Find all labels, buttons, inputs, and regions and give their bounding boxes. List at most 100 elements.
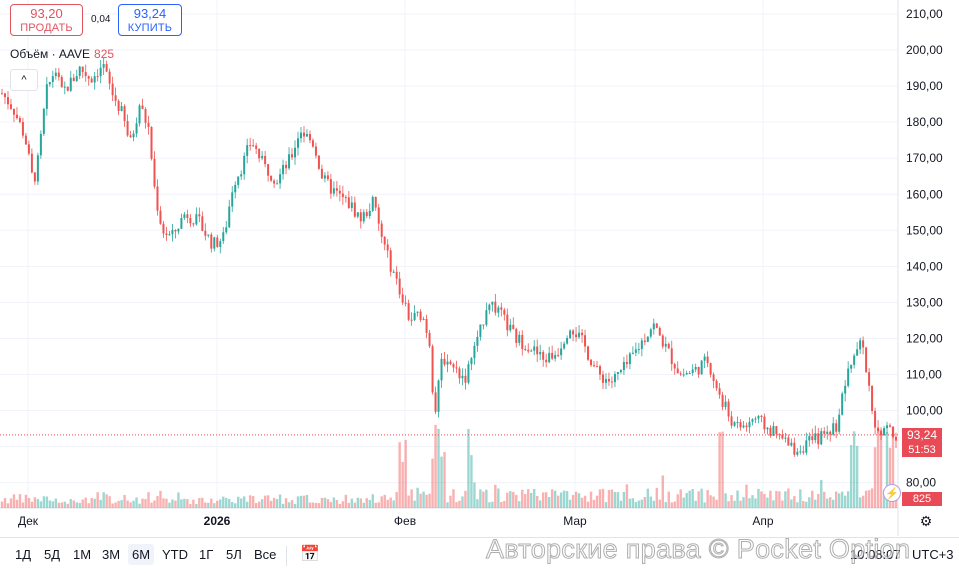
range-1d[interactable]: 1Д	[15, 547, 32, 562]
candle-body	[628, 353, 631, 365]
volume-bar	[96, 492, 99, 508]
candle-body	[694, 366, 697, 370]
timezone[interactable]: UTC+3	[912, 547, 954, 562]
volume-bar	[488, 502, 491, 508]
collapse-legend-button[interactable]: ^	[10, 69, 38, 91]
volume-bar	[431, 458, 434, 508]
candle-body	[75, 76, 78, 81]
volume-bar	[308, 502, 312, 508]
y-tick-label: 110,00	[906, 368, 942, 382]
candle-body	[814, 433, 817, 441]
candle-body	[183, 214, 186, 218]
sell-button[interactable]: 93,20 ПРОДАТЬ	[10, 4, 83, 36]
volume-bar	[769, 490, 772, 508]
range-5y[interactable]: 5Л	[226, 547, 242, 562]
chevron-up-icon: ^	[21, 74, 27, 86]
range-ytd[interactable]: YTD	[162, 547, 188, 562]
candle-body	[69, 77, 72, 91]
volume-bar	[550, 489, 554, 508]
lightning-icon[interactable]: ⚡	[883, 484, 901, 502]
volume-bar	[530, 492, 533, 508]
volume-bar	[715, 499, 718, 508]
candle-body	[21, 122, 24, 136]
gear-icon[interactable]: ⚙	[919, 513, 933, 529]
candle-body	[880, 431, 883, 436]
candle-body	[380, 223, 383, 237]
volume-bar	[207, 502, 210, 508]
candle-body	[231, 192, 234, 207]
volume-bar	[269, 500, 273, 508]
volume-bar	[733, 500, 736, 508]
volume-bar	[9, 498, 13, 508]
volume-bar	[362, 502, 365, 508]
range-5d[interactable]: 5Д	[44, 547, 61, 562]
candle-body	[733, 422, 736, 426]
volume-bar	[571, 495, 575, 508]
candle-body	[461, 375, 464, 379]
volume-bar	[138, 503, 141, 508]
range-3m[interactable]: 3М	[102, 547, 121, 562]
candle-body	[347, 197, 350, 208]
volume-bar	[452, 489, 455, 508]
candle-body	[530, 350, 533, 352]
candle-body	[766, 427, 769, 430]
candle-body	[518, 334, 521, 343]
volume-bar	[126, 500, 129, 508]
candle-body	[63, 86, 66, 88]
volume-bar	[524, 494, 527, 508]
candle-body	[383, 236, 386, 245]
price-chart[interactable]: 210,00 200,00 190,00 180,00 170,00 160,00 150,…	[0, 0, 959, 536]
volume-bar	[135, 497, 138, 508]
candle-body	[267, 164, 270, 176]
calendar-icon[interactable]: 📅	[300, 546, 320, 563]
candle-body	[18, 118, 21, 123]
candlestick-chart[interactable]: 210,00 200,00 190,00 180,00 170,00 160,00 150,…	[0, 0, 959, 536]
volume-bar	[688, 490, 691, 508]
volume-bar	[353, 502, 357, 508]
range-all[interactable]: Все	[254, 547, 277, 562]
volume-bar	[503, 500, 506, 508]
candle-body	[527, 349, 530, 352]
candle-body	[198, 214, 201, 217]
candle-body	[398, 278, 401, 295]
candle-body	[506, 314, 509, 331]
volume-bar	[254, 503, 258, 508]
candle-body	[790, 442, 793, 446]
volume-bar	[320, 497, 324, 508]
candle-body	[584, 335, 587, 347]
range-1m[interactable]: 1М	[73, 547, 92, 562]
candle-body	[180, 217, 183, 229]
volume-bar	[66, 503, 69, 508]
candle-body	[60, 76, 63, 88]
volume-bar	[527, 489, 530, 508]
volume-bar	[380, 496, 383, 508]
y-tick-label: 170,00	[906, 151, 943, 165]
volume-bar	[861, 495, 865, 508]
volume-bar	[876, 428, 880, 508]
volume-bar	[727, 501, 730, 508]
volume-bar	[589, 491, 593, 508]
candle-body	[276, 183, 279, 185]
volume-bar	[631, 498, 635, 508]
volume-bar	[837, 493, 841, 508]
volume-bar	[730, 495, 733, 508]
volume-bar	[335, 500, 339, 508]
volume-bar	[736, 490, 739, 508]
range-6m[interactable]: 6М	[128, 544, 155, 565]
candle-body	[539, 352, 542, 355]
candle-body	[264, 155, 267, 165]
candle-body	[138, 105, 141, 124]
volume-bar	[75, 502, 78, 508]
candle-body	[877, 427, 880, 432]
candle-body	[874, 411, 877, 428]
volume-bar	[156, 496, 159, 508]
x-tick-label: Мар	[563, 514, 587, 528]
candle-body	[566, 338, 569, 344]
candle-body	[587, 346, 590, 360]
candle-body	[652, 323, 655, 330]
buy-button[interactable]: 93,24 КУПИТЬ	[118, 4, 182, 36]
range-1y[interactable]: 1Г	[199, 547, 214, 562]
volume-bar	[541, 492, 545, 508]
volume-bar	[562, 490, 566, 508]
candle-body	[204, 230, 207, 236]
